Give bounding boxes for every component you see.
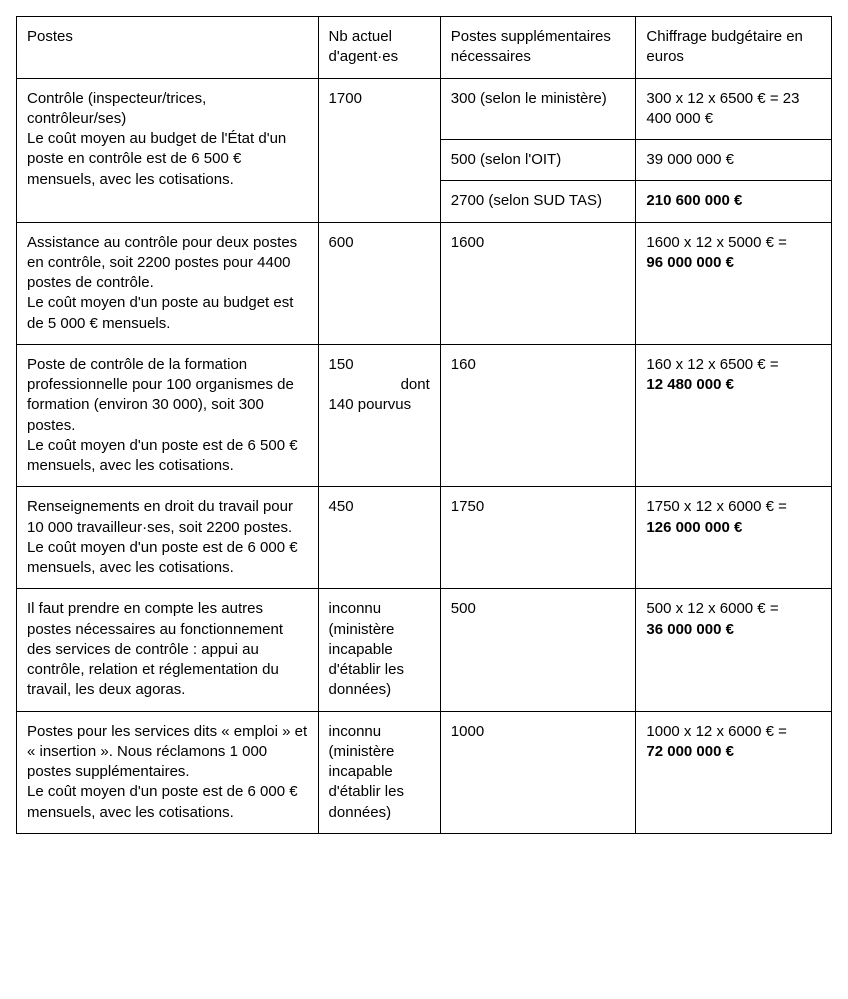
row-emploi-insertion: Postes pour les services dits « emploi »… <box>17 711 832 833</box>
cell-budg-1b: 39 000 000 € <box>636 140 832 181</box>
row-renseignements: Renseignements en droit du travail pour … <box>17 487 832 589</box>
cell-postes-2: Assistance au contrôle pour deux postes … <box>17 222 319 344</box>
nb3-main: 150 <box>329 356 354 373</box>
budg6-val: 72 000 000 € <box>646 742 821 762</box>
cell-budg-2: 1600 x 12 x 5000 € = 96 000 000 € <box>636 222 832 344</box>
cell-supp-4: 1750 <box>440 487 636 589</box>
budg2-calc: 1600 x 12 x 5000 € = <box>646 234 787 251</box>
cell-supp-1c: 2700 (selon SUD TAS) <box>440 181 636 222</box>
row-autres-postes: Il faut prendre en compte les autres pos… <box>17 589 832 711</box>
row-controle-a: Contrôle (inspecteur/trices, contrôleur/… <box>17 78 832 140</box>
cell-supp-1a: 300 (selon le ministère) <box>440 78 636 140</box>
cell-postes-1: Contrôle (inspecteur/trices, contrôleur/… <box>17 78 319 222</box>
budg3-val: 12 480 000 € <box>646 375 821 395</box>
budg6-calc: 1000 x 12 x 6000 € = <box>646 723 787 740</box>
budg5-val: 36 000 000 € <box>646 620 821 640</box>
cell-supp-3: 160 <box>440 344 636 487</box>
cell-supp-2: 1600 <box>440 222 636 344</box>
header-supp: Postes supplémentaires nécessaires <box>440 17 636 79</box>
row-formation: Poste de contrôle de la formation profes… <box>17 344 832 487</box>
header-budg: Chiffrage budgétaire en euros <box>636 17 832 79</box>
nb3-sub2: 140 pourvus <box>329 395 430 415</box>
budg3-calc: 160 x 12 x 6500 € = <box>646 356 778 373</box>
cell-postes-3: Poste de contrôle de la formation profes… <box>17 344 319 487</box>
budg4-val: 126 000 000 € <box>646 518 821 538</box>
header-nb: Nb actuel d'agent·es <box>318 17 440 79</box>
header-row: Postes Nb actuel d'agent·es Postes suppl… <box>17 17 832 79</box>
cell-supp-5: 500 <box>440 589 636 711</box>
budget-table: Postes Nb actuel d'agent·es Postes suppl… <box>16 16 832 834</box>
cell-budg-5: 500 x 12 x 6000 € = 36 000 000 € <box>636 589 832 711</box>
cell-budg-4: 1750 x 12 x 6000 € = 126 000 000 € <box>636 487 832 589</box>
cell-supp-1b: 500 (selon l'OIT) <box>440 140 636 181</box>
cell-budg-3: 160 x 12 x 6500 € = 12 480 000 € <box>636 344 832 487</box>
cell-nb-2: 600 <box>318 222 440 344</box>
row-assistance: Assistance au contrôle pour deux postes … <box>17 222 832 344</box>
cell-nb-1: 1700 <box>318 78 440 222</box>
budg5-calc: 500 x 12 x 6000 € = <box>646 600 778 617</box>
cell-supp-6: 1000 <box>440 711 636 833</box>
cell-nb-6: inconnu (ministère incapable d'établir l… <box>318 711 440 833</box>
cell-postes-5: Il faut prendre en compte les autres pos… <box>17 589 319 711</box>
cell-budg-6: 1000 x 12 x 6000 € = 72 000 000 € <box>636 711 832 833</box>
cell-nb-5: inconnu (ministère incapable d'établir l… <box>318 589 440 711</box>
nb3-sub1: dont <box>329 375 438 395</box>
cell-nb-3: 150 dont 140 pourvus <box>318 344 440 487</box>
cell-nb-4: 450 <box>318 487 440 589</box>
header-postes: Postes <box>17 17 319 79</box>
cell-postes-6: Postes pour les services dits « emploi »… <box>17 711 319 833</box>
budg2-val: 96 000 000 € <box>646 253 821 273</box>
cell-budg-1c: 210 600 000 € <box>636 181 832 222</box>
cell-budg-1a: 300 x 12 x 6500 € = 23 400 000 € <box>636 78 832 140</box>
cell-postes-4: Renseignements en droit du travail pour … <box>17 487 319 589</box>
budg4-calc: 1750 x 12 x 6000 € = <box>646 498 787 515</box>
